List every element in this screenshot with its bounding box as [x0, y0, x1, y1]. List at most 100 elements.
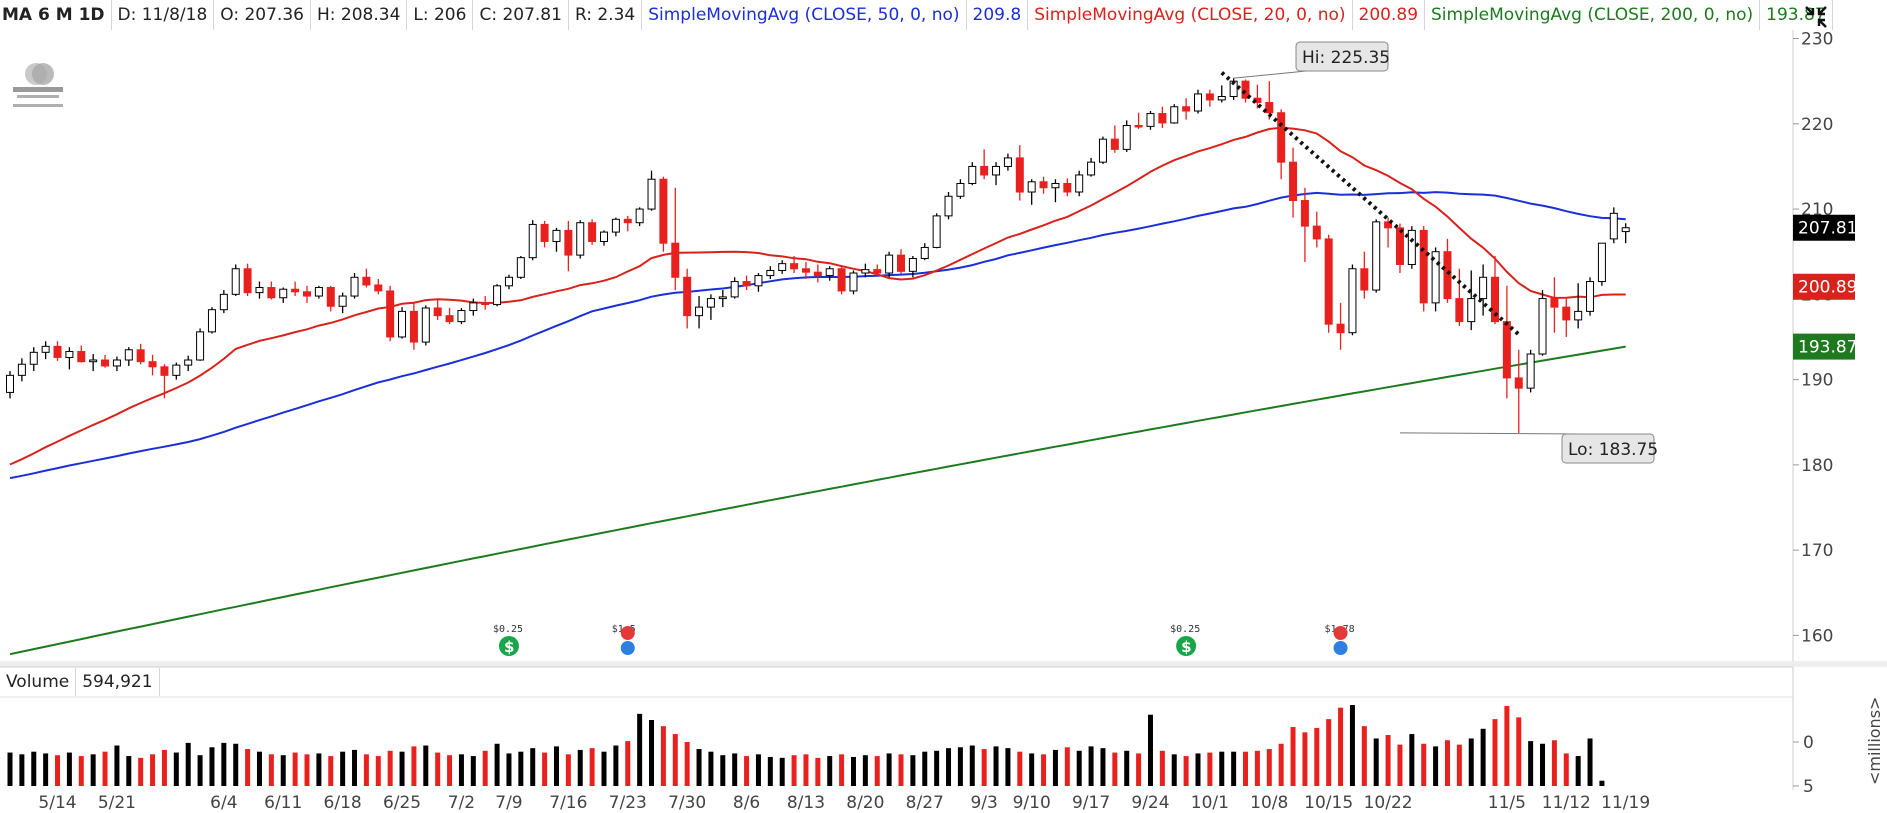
candle-body [1586, 281, 1595, 312]
volume-bar [1349, 705, 1355, 786]
volume-bar [114, 745, 120, 786]
hi-callout-label: Hi: 225.35 [1302, 48, 1390, 68]
candle-body [576, 222, 585, 256]
candle-body [825, 268, 834, 277]
volume-bar [755, 754, 761, 786]
candle-body [968, 165, 977, 184]
candle-body [1526, 353, 1535, 389]
volume-bar [352, 749, 358, 786]
candle-body [956, 182, 965, 197]
volume-bar [506, 753, 512, 786]
volume-bar [1409, 734, 1415, 786]
candle-body [338, 295, 347, 307]
volume-label-bar: Volume 594,921 [0, 668, 160, 696]
sma200-study-label[interactable]: SimpleMovingAvg (CLOSE, 200, 0, no) [1425, 0, 1761, 30]
volume-bars [7, 705, 1605, 786]
candle-body [611, 218, 620, 233]
volume-bar [898, 754, 904, 786]
volume-bar [7, 752, 13, 786]
volume-bar [19, 754, 25, 786]
candle-body [1455, 298, 1464, 323]
volume-bar [553, 746, 559, 786]
volume-bar [1005, 748, 1011, 786]
candle-body [409, 310, 418, 343]
candle-body [17, 363, 26, 376]
price-badge-close: 207.81 [1798, 219, 1857, 239]
time-tick-label: 11/19 [1601, 793, 1650, 813]
time-tick-label: 9/17 [1072, 793, 1110, 813]
earnings-icon [1333, 626, 1348, 640]
candle-body [932, 215, 941, 248]
volume-bar [1433, 746, 1439, 786]
volume-bar [197, 755, 203, 786]
volume-bar [173, 752, 179, 786]
volume-bar [767, 756, 773, 786]
volume-bar [577, 749, 583, 786]
open-readout: O: 207.36 [214, 0, 311, 30]
volume-bar [292, 752, 298, 786]
volume-bar [90, 754, 96, 786]
volume-bar [387, 750, 393, 786]
candle-body [1574, 310, 1583, 321]
sma50-study-label[interactable]: SimpleMovingAvg (CLOSE, 50, 0, no) [642, 0, 967, 30]
volume-bar [708, 751, 714, 786]
trendline [1220, 71, 1521, 336]
dividend-icon-glyph: $ [1181, 638, 1191, 656]
earnings-icon-info [1333, 641, 1348, 655]
volume-bar [1373, 738, 1379, 786]
candle-body [1372, 221, 1381, 291]
candle-body [695, 306, 704, 317]
volume-bar [78, 756, 84, 786]
candle-body [136, 349, 145, 363]
candle-body [504, 276, 513, 287]
collapse-chart-icon[interactable] [1803, 4, 1829, 30]
volume-bar [589, 748, 595, 786]
price-badge-sma20: 200.89 [1798, 278, 1857, 298]
volume-bar [1361, 726, 1367, 786]
volume-bar [969, 745, 975, 786]
time-tick-label: 8/27 [906, 793, 944, 813]
candle-body [1265, 101, 1274, 114]
candle-body [778, 263, 787, 271]
candle-body [730, 281, 739, 298]
volume-bar [458, 754, 464, 786]
sma200-path [9, 345, 1626, 656]
candlestick-series [6, 78, 1630, 433]
time-axis: 5/14 5/21 6/4 6/11 6/18 6/25 7/2 7/9 7/16 7/23 7/3… [38, 793, 1650, 813]
volume-bar [946, 748, 952, 786]
volume-bar [779, 757, 785, 786]
volume-bar [1207, 752, 1213, 786]
candle-body [160, 366, 169, 376]
candle-body [184, 359, 193, 366]
candle-body [374, 284, 383, 292]
time-tick-label: 11/5 [1488, 793, 1526, 813]
volume-bar [1397, 744, 1403, 786]
symbol-label[interactable]: MA 6 M 1D [0, 0, 112, 30]
candle-body [481, 302, 490, 306]
range-readout: R: 2.34 [569, 0, 643, 30]
candle-body [1514, 377, 1523, 389]
candle-body [65, 350, 74, 358]
hi-callout-box [1295, 41, 1389, 72]
candle-body [1348, 268, 1357, 334]
volume-bar [1516, 717, 1522, 786]
price-badge-bg [1793, 273, 1855, 300]
candle-body [445, 315, 454, 323]
volume-bar [922, 751, 928, 786]
volume-bar [1456, 744, 1462, 786]
event-label: $0.25 [1170, 624, 1200, 635]
candle-body [1419, 229, 1428, 304]
sma20-study-label[interactable]: SimpleMovingAvg (CLOSE, 20, 0, no) [1028, 0, 1353, 30]
volume-bar [245, 749, 251, 786]
candle-body [421, 307, 430, 343]
candle-body [148, 361, 157, 368]
candle-body [386, 290, 395, 338]
volume-bar [1029, 753, 1035, 786]
volume-bar [126, 756, 132, 786]
earnings-icon [620, 626, 635, 640]
volume-tick-label: 0 [1803, 733, 1814, 753]
volume-bar [1551, 740, 1557, 786]
candle-body [1538, 298, 1547, 355]
volume-bar [340, 751, 346, 786]
